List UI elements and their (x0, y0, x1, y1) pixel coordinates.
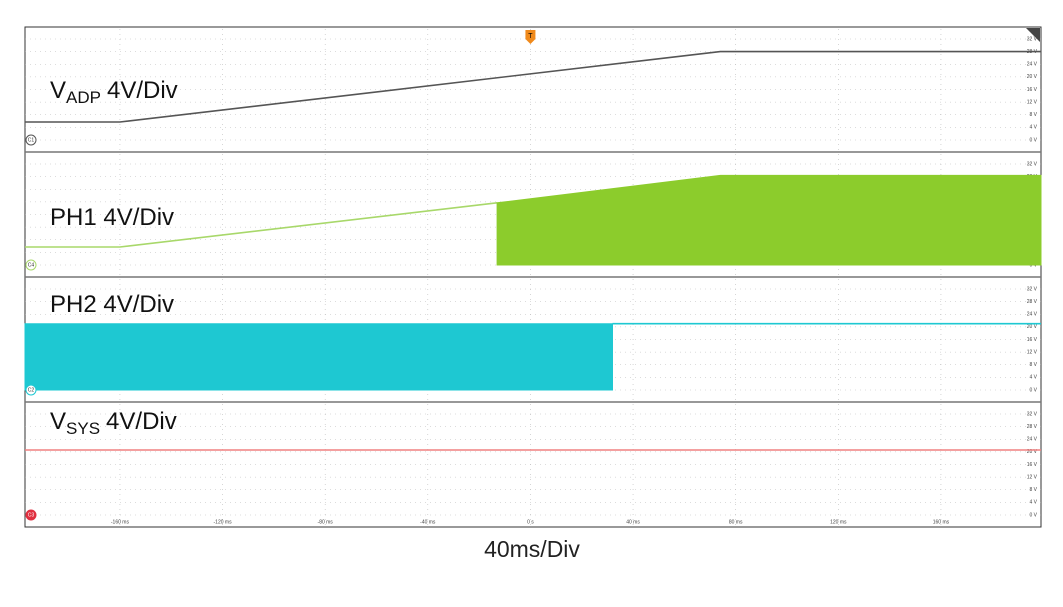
channel-label: C1 (28, 137, 35, 143)
channel-marker (25, 259, 37, 271)
channel-label: C4 (28, 262, 35, 268)
right-marker (1026, 28, 1040, 42)
label-text: V (50, 408, 66, 435)
y-tick-label: 28 V (1027, 299, 1038, 305)
channel-label: C3 (28, 512, 35, 518)
y-tick-label: 4 V (1029, 375, 1037, 381)
y-tick-label: 28 V (1027, 424, 1038, 430)
label-subscript: SYS (66, 419, 100, 438)
y-tick-label: 0 V (1029, 387, 1037, 393)
label-suffix: 4V/Div (107, 77, 178, 104)
panel-label: PH2 4V/Div (50, 291, 174, 318)
y-tick-label: 32 V (1027, 286, 1038, 292)
waveform-area (496, 174, 1042, 266)
y-tick-label: 0 V (1029, 512, 1037, 518)
x-tick-label: 160 ms (933, 519, 950, 525)
label-suffix: 4V/Div (106, 408, 177, 435)
y-tick-label: 32 V (1027, 36, 1038, 42)
x-tick-label: 0 s (527, 519, 534, 525)
trigger-marker (525, 30, 536, 44)
y-tick-label: 20 V (1027, 74, 1038, 80)
label-text: V (50, 77, 66, 104)
y-tick-label: 8 V (1029, 362, 1037, 368)
panel-label: VADP 4V/Div (50, 77, 178, 107)
panel-label: VSYS 4V/Div (50, 408, 177, 438)
channel-marker (25, 509, 37, 521)
y-tick-label: 16 V (1027, 462, 1038, 468)
y-tick-label: 4 V (1029, 125, 1037, 131)
trigger-label: T (528, 33, 533, 40)
waveform-line (25, 50, 1041, 123)
y-tick-label: 0 V (1029, 137, 1037, 143)
x-tick-label: -40 ms (420, 519, 436, 525)
waveform-line (25, 202, 498, 248)
x-axis-label: 40ms/Div (484, 536, 580, 562)
y-tick-label: 16 V (1027, 87, 1038, 93)
y-tick-label: 32 V (1027, 411, 1038, 417)
label-text: PH2 4V/Div (50, 291, 174, 318)
y-tick-label: 24 V (1027, 62, 1038, 68)
y-tick-label: 12 V (1027, 99, 1038, 105)
x-tick-label: -120 ms (214, 519, 233, 525)
label-subscript: ADP (66, 88, 101, 107)
channel-marker (25, 384, 37, 396)
x-tick-label: -80 ms (318, 519, 334, 525)
label-text: PH1 4V/Div (50, 204, 174, 231)
y-tick-label: 32 V (1027, 161, 1038, 167)
y-tick-label: 8 V (1029, 112, 1037, 118)
y-tick-label: 12 V (1027, 474, 1038, 480)
channel-marker (25, 134, 37, 146)
y-tick-label: 4 V (1029, 500, 1037, 506)
x-tick-label: 120 ms (830, 519, 847, 525)
y-tick-label: 24 V (1027, 437, 1038, 443)
y-tick-label: 8 V (1029, 487, 1037, 493)
x-tick-label: 40 ms (626, 519, 640, 525)
channel-label: C2 (28, 387, 35, 393)
panel-label: PH1 4V/Div (50, 204, 174, 231)
y-tick-label: 16 V (1027, 337, 1038, 343)
waveform-area (24, 323, 613, 391)
x-tick-label: 80 ms (729, 519, 743, 525)
y-tick-label: 20 V (1027, 324, 1038, 330)
y-tick-label: 24 V (1027, 312, 1038, 318)
y-tick-label: 20 V (1027, 449, 1038, 455)
y-tick-label: 12 V (1027, 349, 1038, 355)
x-tick-label: -160 ms (111, 519, 130, 525)
